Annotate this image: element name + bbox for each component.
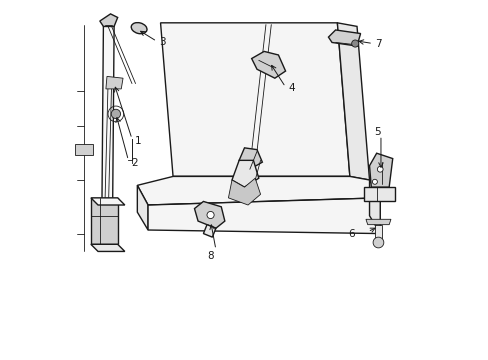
Polygon shape bbox=[75, 144, 93, 155]
Circle shape bbox=[372, 179, 377, 184]
Polygon shape bbox=[369, 180, 380, 234]
Polygon shape bbox=[228, 178, 260, 205]
Polygon shape bbox=[91, 244, 124, 251]
Polygon shape bbox=[374, 225, 381, 241]
Polygon shape bbox=[231, 160, 258, 187]
Polygon shape bbox=[203, 225, 216, 237]
Text: 1: 1 bbox=[134, 136, 141, 146]
Text: 2: 2 bbox=[131, 158, 137, 168]
Text: 7: 7 bbox=[375, 39, 382, 49]
Text: 6: 6 bbox=[348, 229, 354, 239]
Circle shape bbox=[377, 166, 382, 172]
Polygon shape bbox=[365, 219, 390, 225]
Polygon shape bbox=[148, 198, 380, 234]
Circle shape bbox=[372, 237, 383, 248]
Polygon shape bbox=[91, 198, 124, 205]
Polygon shape bbox=[364, 187, 394, 202]
Text: 8: 8 bbox=[207, 251, 213, 261]
Polygon shape bbox=[160, 23, 349, 176]
Polygon shape bbox=[102, 26, 114, 244]
Text: 4: 4 bbox=[287, 83, 294, 93]
Polygon shape bbox=[369, 153, 392, 187]
Circle shape bbox=[206, 211, 214, 219]
Polygon shape bbox=[251, 51, 285, 78]
Polygon shape bbox=[337, 23, 369, 180]
Polygon shape bbox=[239, 148, 262, 169]
Polygon shape bbox=[106, 76, 123, 89]
Text: 3: 3 bbox=[159, 37, 166, 48]
Polygon shape bbox=[137, 185, 148, 230]
Polygon shape bbox=[91, 198, 118, 244]
Polygon shape bbox=[100, 14, 118, 26]
Circle shape bbox=[111, 109, 121, 118]
Ellipse shape bbox=[131, 23, 147, 34]
Polygon shape bbox=[137, 176, 380, 205]
Polygon shape bbox=[328, 30, 360, 46]
Text: 5: 5 bbox=[373, 127, 380, 137]
Circle shape bbox=[351, 40, 358, 47]
Polygon shape bbox=[194, 202, 224, 228]
